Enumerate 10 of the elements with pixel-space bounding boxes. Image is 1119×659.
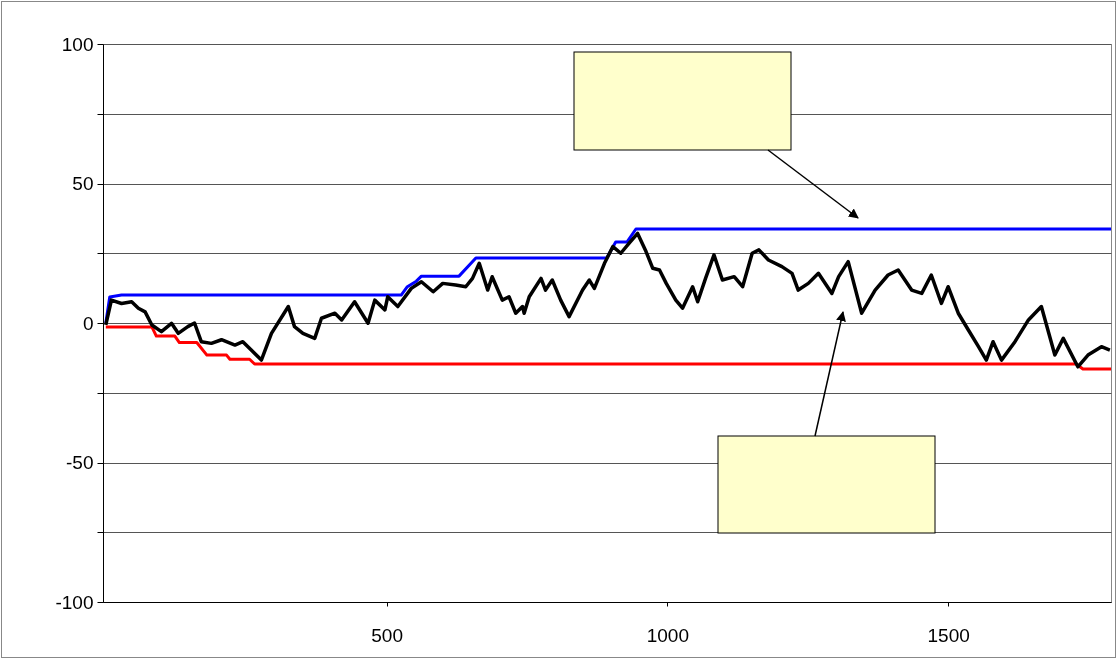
line-series (104, 227, 1111, 325)
line-series (104, 325, 1111, 371)
y-tick-label: -100 (55, 591, 94, 613)
y-tick-label: 100 (61, 33, 94, 55)
x-tick-label: 500 (371, 624, 403, 646)
x-tick-label: 1500 (927, 624, 970, 646)
y-tick-label: 0 (82, 312, 94, 334)
x-tick-label: 1000 (646, 624, 690, 646)
y-tick-label: 50 (72, 173, 94, 194)
y-tick-label: -50 (66, 452, 94, 473)
